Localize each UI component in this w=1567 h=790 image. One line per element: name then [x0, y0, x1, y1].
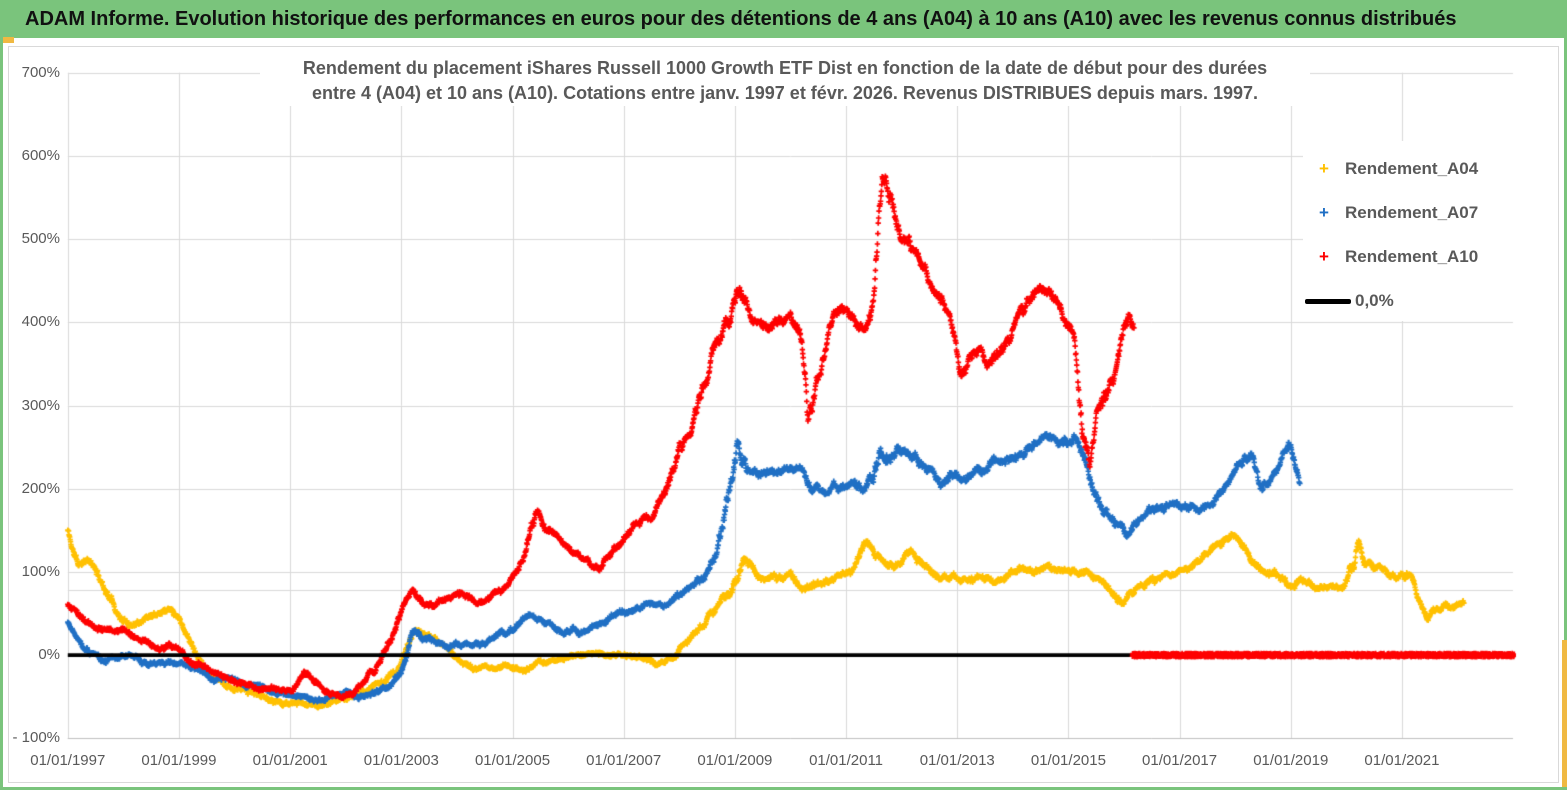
x-axis-label: 01/01/2017 [1142, 752, 1218, 769]
y-axis-label: 200% [21, 479, 60, 497]
x-axis-label: 01/01/1997 [30, 752, 106, 769]
plus-marker-icon: + [1319, 247, 1329, 266]
legend-label: Rendement_A07 [1345, 203, 1479, 222]
legend-item-0-0-: 0,0% [1303, 279, 1551, 323]
y-axis-label: 600% [21, 146, 60, 164]
y-axis-label: 500% [21, 230, 60, 248]
chart-title-line1: Rendement du placement iShares Russell 1… [302, 58, 1268, 78]
legend-item-rendement-a10: + Rendement_A10 [1303, 235, 1551, 279]
y-axis-label: 300% [21, 396, 60, 414]
x-axis-label: 01/01/2015 [1030, 752, 1106, 769]
frame-border-bottom [0, 787, 1567, 790]
x-axis-label: 01/01/2019 [1253, 752, 1329, 769]
x-axis-label: 01/01/2003 [363, 752, 439, 769]
x-axis-label: 01/01/2013 [919, 752, 995, 769]
x-axis-label: 01/01/2005 [474, 752, 551, 769]
legend-label: Rendement_A10 [1345, 247, 1479, 266]
frame-border-left [0, 0, 3, 790]
y-axis-label: 0% [38, 646, 60, 664]
x-axis-label: 01/01/2009 [697, 752, 773, 769]
chart-title: Rendement du placement iShares Russell 1… [260, 56, 1310, 106]
x-axis-label: 01/01/2001 [252, 752, 328, 769]
x-axis-label: 01/01/2011 [809, 752, 884, 769]
line-swatch-icon [1305, 298, 1351, 304]
x-axis-label: 01/01/2007 [586, 752, 662, 769]
chart-title-line2: entre 4 (A04) et 10 ans (A10). Cotations… [311, 83, 1259, 103]
x-axis-label: 01/01/2021 [1364, 752, 1440, 769]
yellow-accent-bottom-right [1562, 640, 1567, 790]
frame-border-right [1564, 0, 1567, 640]
y-axis-label: 400% [21, 313, 60, 331]
y-axis-label: 700% [21, 63, 60, 81]
plus-marker-icon: + [1319, 203, 1329, 222]
legend-item-rendement-a04: + Rendement_A04 [1303, 147, 1551, 191]
legend-label: 0,0% [1355, 291, 1394, 310]
legend-label: Rendement_A04 [1345, 159, 1479, 178]
legend-item-rendement-a07: + Rendement_A07 [1303, 191, 1551, 235]
y-axis-label: 100% [21, 562, 60, 580]
chart-legend: + Rendement_A04 + Rendement_A07 + Rendement_A… [1303, 141, 1551, 321]
plus-marker-icon: + [1319, 159, 1329, 178]
x-axis-label: 01/01/1999 [141, 752, 217, 769]
y-axis-label: - 100% [12, 729, 60, 747]
